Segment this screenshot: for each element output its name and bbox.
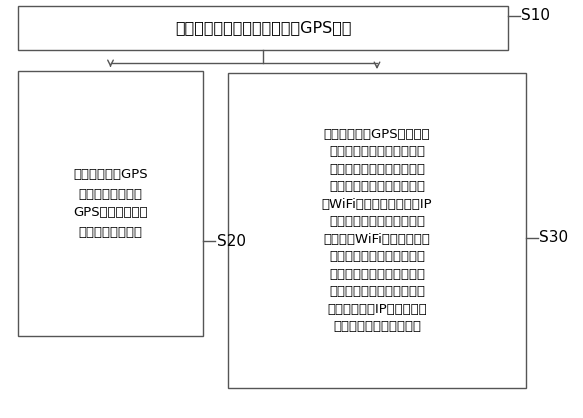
Text: 若未上报所述GPS信息，则
根据所述终端设备的通信信
息定位所述终端设备的经纬
度，其中，所述通信信息包
括WiFi信息、基站信息和IP
归属地信息中的至少一个: 若未上报所述GPS信息，则 根据所述终端设备的通信信 息定位所述终端设备的经纬 … [322,128,433,333]
FancyBboxPatch shape [18,6,508,50]
Text: S30: S30 [539,230,568,245]
Text: 若有上报所述GPS
信息，则根据所述
GPS信息定位所述
终端设备的经纬度: 若有上报所述GPS 信息，则根据所述 GPS信息定位所述 终端设备的经纬度 [73,168,148,239]
FancyBboxPatch shape [228,73,526,388]
Text: 检测终端设备当前是否有上报GPS信息: 检测终端设备当前是否有上报GPS信息 [175,20,351,36]
Text: S10: S10 [522,8,550,23]
FancyBboxPatch shape [18,71,203,336]
Text: S20: S20 [216,234,245,248]
